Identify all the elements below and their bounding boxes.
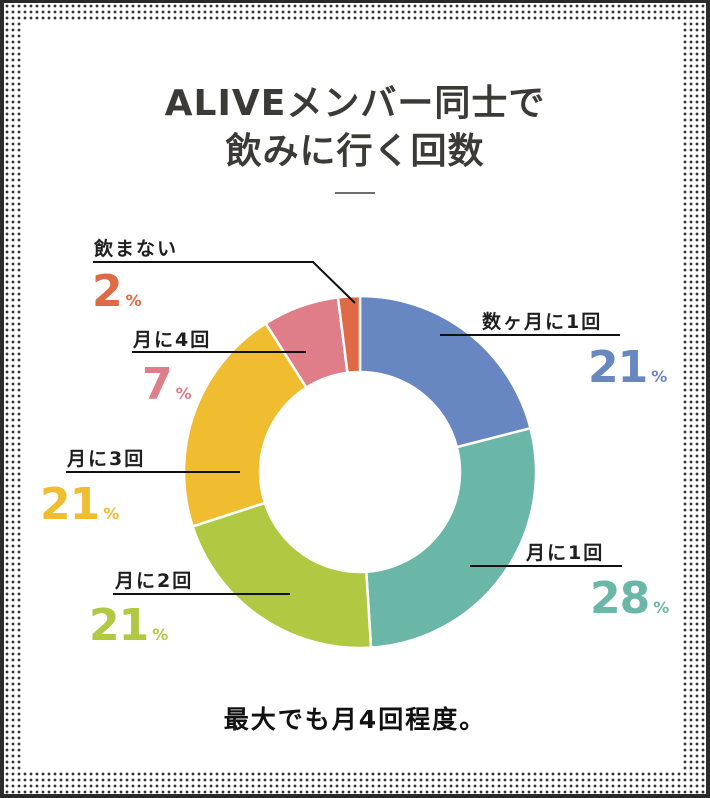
pct-value: 7 — [142, 359, 173, 410]
label-several-months: 数ヶ月に1回 — [482, 311, 603, 333]
pct-unit: % — [651, 367, 668, 386]
label-once-month: 月に1回 — [526, 542, 605, 564]
pct-unit: % — [653, 598, 670, 617]
pct-value: 21 — [40, 479, 100, 530]
label-four-month: 月に4回 — [133, 329, 212, 351]
leader-lines — [66, 261, 622, 595]
chart-title: ALIVEメンバー同士で 飲みに行く回数 — [0, 80, 710, 176]
donut-slice-5 — [336, 294, 362, 375]
pct-never: 2% — [92, 270, 142, 323]
pct-unit: % — [152, 625, 169, 644]
donut-slice-3 — [182, 321, 309, 528]
pct-value: 2 — [92, 266, 123, 317]
pct-once-month: 28% — [590, 577, 669, 630]
donut-slice-2 — [191, 501, 373, 650]
pct-unit: % — [125, 291, 142, 310]
label-never: 飲まない — [94, 238, 179, 260]
donut-slices — [182, 294, 538, 650]
leader-line-5 — [93, 261, 356, 304]
donut-slice-1 — [364, 426, 538, 649]
title-divider — [335, 192, 375, 194]
title-line-1: ALIVEメンバー同士で — [164, 83, 546, 124]
pct-four-month: 7% — [142, 363, 192, 416]
footnote: 最大でも月4回程度。 — [223, 705, 487, 734]
pct-three-month: 21% — [40, 483, 119, 536]
pct-value: 21 — [89, 600, 149, 651]
pct-unit: % — [103, 504, 120, 523]
pct-twice-month: 21% — [89, 604, 168, 657]
donut-slice-0 — [358, 294, 532, 449]
pct-value: 28 — [590, 573, 650, 624]
title-line-2: 飲みに行く回数 — [225, 131, 485, 172]
pct-several-months: 21% — [588, 346, 667, 399]
pct-value: 21 — [588, 342, 648, 393]
label-twice-month: 月に2回 — [115, 570, 194, 592]
pct-unit: % — [175, 384, 192, 403]
label-three-month: 月に3回 — [67, 448, 146, 470]
